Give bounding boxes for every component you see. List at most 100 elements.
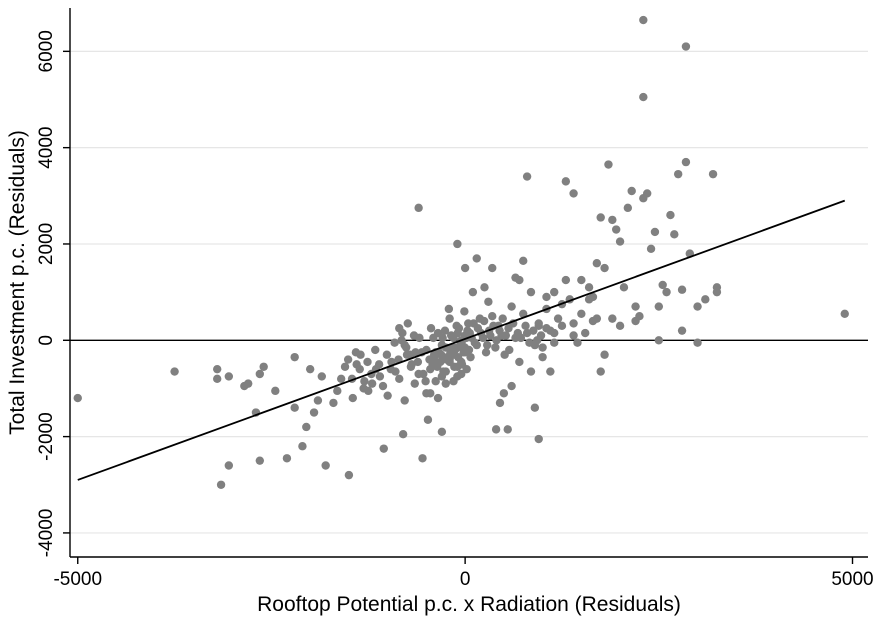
data-point-142 bbox=[463, 326, 472, 335]
data-point-221 bbox=[677, 285, 687, 294]
data-point-192 bbox=[546, 367, 555, 376]
data-point-17 bbox=[298, 442, 307, 451]
data-point-1 bbox=[170, 367, 179, 376]
data-point-225 bbox=[701, 295, 710, 304]
data-point-13 bbox=[271, 386, 280, 396]
y-tick-label-1: -2000 bbox=[36, 412, 57, 461]
data-point-116 bbox=[371, 345, 380, 355]
data-point-119 bbox=[359, 384, 368, 393]
data-point-113 bbox=[382, 350, 392, 359]
data-point-179 bbox=[495, 398, 505, 408]
data-point-46 bbox=[410, 379, 419, 388]
data-point-134 bbox=[434, 348, 443, 357]
data-point-261 bbox=[479, 316, 489, 326]
data-point-238 bbox=[569, 331, 578, 340]
data-point-218 bbox=[666, 210, 675, 220]
data-point-206 bbox=[615, 237, 625, 246]
data-point-24 bbox=[329, 398, 338, 408]
data-point-91 bbox=[453, 352, 463, 362]
data-point-10 bbox=[255, 456, 265, 465]
data-point-272 bbox=[516, 333, 526, 343]
data-point-258 bbox=[470, 338, 480, 347]
y-tick-label-3: 2000 bbox=[36, 223, 57, 265]
data-point-151 bbox=[491, 343, 500, 352]
data-point-126 bbox=[400, 340, 409, 350]
data-point-213 bbox=[646, 244, 656, 253]
data-point-212 bbox=[642, 189, 652, 198]
data-point-148 bbox=[481, 348, 491, 357]
data-point-232 bbox=[615, 321, 625, 331]
data-point-103 bbox=[421, 377, 430, 386]
data-point-97 bbox=[444, 304, 454, 314]
data-point-273 bbox=[521, 321, 530, 331]
data-point-197 bbox=[577, 275, 586, 285]
data-point-243 bbox=[654, 336, 664, 345]
data-point-130 bbox=[415, 333, 424, 343]
data-point-139 bbox=[453, 328, 462, 338]
data-point-124 bbox=[395, 324, 404, 333]
x-tick-label-1: 0 bbox=[460, 569, 471, 590]
data-point-120 bbox=[355, 364, 364, 374]
data-point-266 bbox=[495, 326, 504, 335]
data-point-127 bbox=[403, 319, 412, 328]
data-point-172 bbox=[460, 263, 470, 273]
data-point-6 bbox=[224, 461, 234, 470]
data-point-267 bbox=[498, 314, 507, 323]
data-point-78 bbox=[441, 379, 450, 388]
data-point-34 bbox=[367, 379, 377, 388]
data-point-256 bbox=[464, 319, 473, 328]
data-point-27 bbox=[340, 362, 350, 371]
data-point-14 bbox=[282, 454, 292, 463]
data-point-263 bbox=[486, 331, 495, 340]
data-point-173 bbox=[468, 287, 478, 297]
data-point-42 bbox=[398, 429, 408, 439]
y-tick-label-4: 4000 bbox=[36, 127, 57, 169]
data-point-19 bbox=[305, 364, 315, 374]
data-point-2 bbox=[213, 364, 222, 374]
data-point-115 bbox=[374, 360, 384, 369]
data-point-81 bbox=[453, 372, 462, 381]
data-point-201 bbox=[596, 213, 605, 222]
x-tick-label-0: -5000 bbox=[53, 569, 102, 590]
data-point-41 bbox=[395, 374, 404, 384]
data-point-16 bbox=[290, 403, 299, 412]
data-point-12 bbox=[255, 369, 265, 379]
data-point-21 bbox=[313, 396, 323, 405]
data-point-175 bbox=[480, 283, 489, 292]
data-point-220 bbox=[673, 169, 683, 179]
data-point-156 bbox=[507, 302, 516, 311]
data-point-202 bbox=[600, 263, 609, 273]
data-point-247 bbox=[584, 295, 594, 304]
data-point-101 bbox=[429, 333, 438, 343]
data-point-251 bbox=[550, 328, 559, 338]
axes bbox=[63, 8, 868, 564]
x-tick-label-2: 5000 bbox=[831, 569, 873, 590]
data-point-203 bbox=[604, 160, 613, 169]
data-point-177 bbox=[488, 263, 497, 273]
data-point-58 bbox=[445, 314, 454, 323]
data-point-204 bbox=[608, 215, 617, 225]
data-point-118 bbox=[363, 357, 372, 367]
data-point-248 bbox=[577, 309, 586, 319]
data-point-195 bbox=[561, 177, 571, 186]
data-point-193 bbox=[550, 287, 559, 297]
data-point-241 bbox=[681, 42, 691, 51]
data-point-176 bbox=[484, 297, 493, 306]
data-point-132 bbox=[426, 324, 436, 333]
fit-line bbox=[77, 199, 846, 481]
data-point-137 bbox=[446, 348, 455, 357]
data-point-150 bbox=[488, 312, 497, 321]
data-point-3 bbox=[213, 374, 222, 384]
data-point-274 bbox=[525, 338, 534, 347]
data-points bbox=[73, 15, 849, 489]
data-point-159 bbox=[519, 309, 528, 319]
data-point-74 bbox=[426, 389, 435, 398]
data-point-277 bbox=[536, 331, 546, 340]
data-point-252 bbox=[542, 324, 551, 333]
data-point-131 bbox=[419, 369, 428, 379]
data-point-8 bbox=[243, 379, 253, 388]
data-point-32 bbox=[360, 377, 369, 386]
data-point-182 bbox=[507, 381, 516, 391]
data-point-111 bbox=[390, 338, 399, 347]
